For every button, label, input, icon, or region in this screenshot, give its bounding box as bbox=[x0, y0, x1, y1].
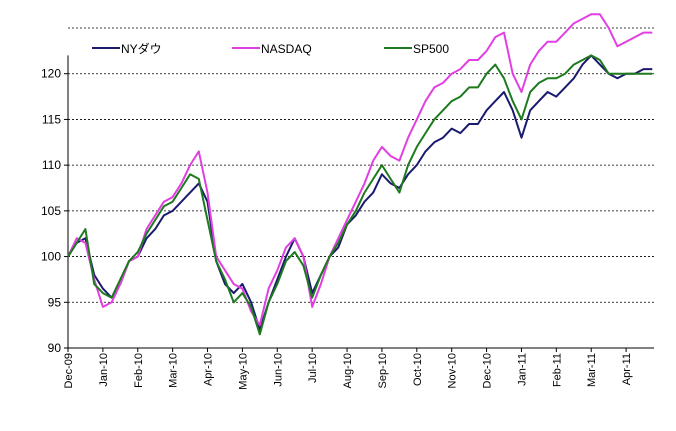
x-tick-label: Feb-10 bbox=[133, 353, 145, 388]
x-tick-label: Apr-11 bbox=[621, 353, 633, 385]
x-tick-label: Oct-10 bbox=[412, 353, 424, 386]
legend-label-nydow: NYダウ bbox=[121, 41, 162, 56]
grid-lines bbox=[68, 27, 654, 303]
y-tick-label: 110 bbox=[42, 158, 61, 172]
x-tick-label: Dec-09 bbox=[63, 353, 75, 388]
x-tick-label: Jul-10 bbox=[307, 353, 319, 383]
legend-label-sp500: SP500 bbox=[413, 42, 449, 56]
x-tick-label: Dec-10 bbox=[482, 353, 494, 388]
tick-labels: 90 95 100 105 110 115 120 Dec-09 Jan-10 Feb-10 Mar… bbox=[41, 67, 633, 390]
y-tick-label: 105 bbox=[41, 204, 61, 218]
axes bbox=[64, 55, 654, 352]
legend: NYダウ NASDAQ SP500 bbox=[92, 41, 449, 56]
x-tick-label: Jun-10 bbox=[272, 353, 284, 387]
y-tick-label: 120 bbox=[41, 67, 61, 81]
x-tick-label: Sep-10 bbox=[377, 353, 389, 388]
x-tick-label: Nov-10 bbox=[447, 353, 459, 388]
x-tick-label: Mar-10 bbox=[168, 353, 180, 388]
x-tick-label: Apr-10 bbox=[203, 353, 215, 386]
series-lines bbox=[67, 13, 653, 336]
series-line bbox=[67, 54, 653, 336]
y-tick-label: 95 bbox=[48, 295, 62, 309]
y-tick-label: 115 bbox=[42, 112, 61, 126]
legend-label-nasdaq: NASDAQ bbox=[261, 42, 312, 56]
x-tick-label: Aug-10 bbox=[342, 353, 354, 388]
y-tick-label: 100 bbox=[41, 250, 61, 264]
x-tick-label: Jan-10 bbox=[98, 353, 110, 387]
x-tick-label: Feb-11 bbox=[551, 353, 563, 387]
series-line bbox=[67, 54, 653, 331]
x-tick-label: May-10 bbox=[237, 353, 249, 390]
y-tick-label: 90 bbox=[48, 341, 62, 355]
series-line bbox=[67, 13, 653, 327]
x-tick-label: Jan-11 bbox=[516, 353, 528, 386]
x-tick-label: Mar-11 bbox=[586, 353, 598, 387]
